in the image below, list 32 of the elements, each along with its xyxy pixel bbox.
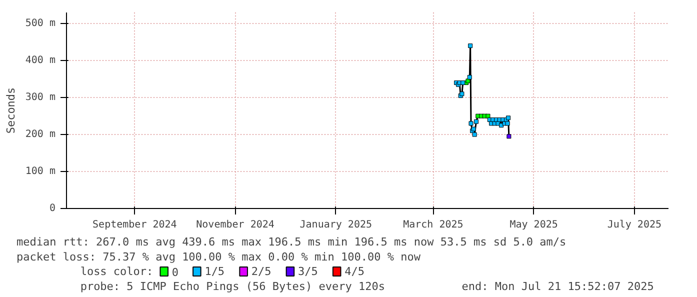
y-tick-label: 0 xyxy=(49,203,56,214)
y-tick-label: 500 m xyxy=(25,18,56,30)
y-tick-label: 400 m xyxy=(25,55,56,66)
x-tick-label: July 2025 xyxy=(607,220,662,230)
legend-title: loss color: xyxy=(80,265,154,278)
point xyxy=(467,74,472,80)
point xyxy=(486,114,490,118)
y-axis-title: Seconds xyxy=(4,87,18,134)
point xyxy=(474,119,478,124)
point xyxy=(468,121,474,126)
legend-label: 1/5 xyxy=(204,265,225,278)
legend-label: 3/5 xyxy=(298,265,318,278)
y-tick-label: 300 m xyxy=(25,92,56,104)
point xyxy=(505,121,510,126)
point xyxy=(460,80,466,86)
text: median rtt: 267.0 ms avg 439.6 ms max 196.5 ms min 196.5 ms now 53.5 ms sd 5.0 am/s xyxy=(16,236,566,248)
legend-label: 2/5 xyxy=(251,265,272,278)
x-tick-label: May 2025 xyxy=(510,220,558,230)
y-tick-label: 200 m xyxy=(25,129,56,140)
point xyxy=(472,132,477,137)
legend-label: 0 xyxy=(172,266,178,279)
y-tick-label: 100 m xyxy=(25,166,56,178)
legend-label: 4/5 xyxy=(344,265,364,278)
x-tick-label: November 2024 xyxy=(196,220,274,230)
x-tick-label: January 2025 xyxy=(300,220,372,230)
text: probe: 5 ICMP Echo Pings (56 Bytes) every 120s xyxy=(80,280,385,293)
point xyxy=(468,44,473,48)
x-tick-label: September 2024 xyxy=(92,220,177,230)
text: end: Mon Jul 21 15:52:07 2025 xyxy=(462,280,654,293)
x-tick-label: March 2025 xyxy=(403,220,464,230)
text: packet loss: 75.37 % avg 100.00 % max 0.00 % min 100.00 % now xyxy=(16,250,421,264)
point xyxy=(506,134,512,139)
